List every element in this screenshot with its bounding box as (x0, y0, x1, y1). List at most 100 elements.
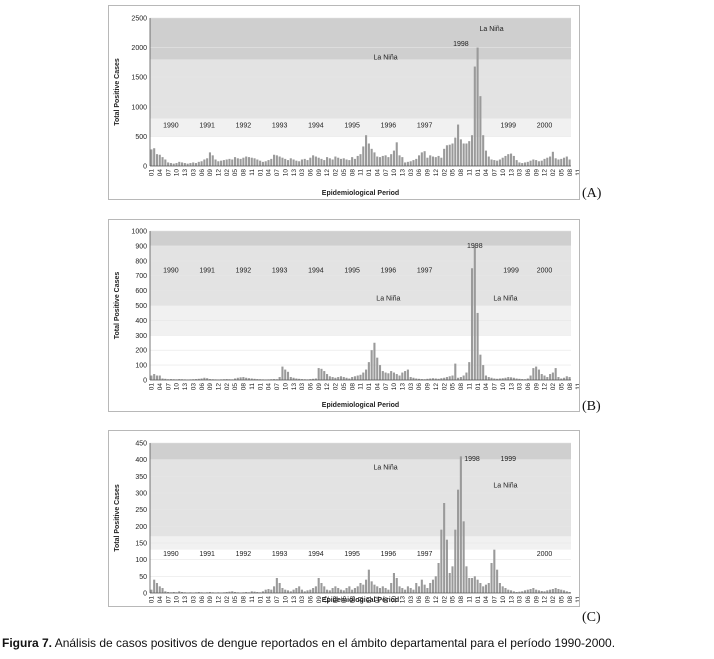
x-tick-label: 13 (182, 383, 189, 391)
bar (540, 374, 543, 380)
x-tick-label: 05 (450, 169, 457, 177)
bar (484, 150, 488, 166)
bar (292, 159, 295, 166)
x-tick-label: 13 (291, 383, 298, 391)
bar (529, 589, 532, 593)
bar (562, 377, 566, 380)
bar (339, 376, 343, 380)
x-tick-label: 01 (366, 596, 373, 604)
bar (568, 592, 571, 593)
x-tick-label: 10 (174, 596, 181, 604)
bar (454, 529, 457, 593)
bar (250, 591, 253, 593)
x-tick-label: 05 (232, 169, 239, 177)
x-axis-title: Epidemiological Period (322, 402, 399, 409)
bar (454, 363, 457, 380)
bar (256, 592, 259, 593)
year-label: 1999 (503, 268, 519, 275)
x-tick-label: 11 (358, 383, 365, 390)
bar (448, 573, 451, 593)
y-tick-label: 1500 (131, 75, 147, 82)
bar (359, 154, 362, 166)
y-tick-label: 300 (135, 333, 147, 340)
annotation-label: 1998 (467, 243, 483, 250)
annotation-label: 1998 (453, 41, 469, 48)
x-tick-label: 07 (274, 169, 281, 177)
bar (549, 156, 552, 166)
figure-caption: Figura 7. Análisis de casos positivos de… (2, 636, 714, 650)
x-tick-label: 03 (517, 169, 524, 177)
year-label: 2000 (537, 551, 553, 558)
x-tick-label: 11 (358, 169, 365, 176)
bar (526, 589, 529, 593)
bar (487, 377, 490, 380)
x-tick-label: 09 (425, 596, 432, 604)
bar (356, 155, 359, 166)
x-tick-label: 06 (199, 169, 206, 177)
bar (445, 377, 448, 380)
x-tick-label: 03 (190, 383, 197, 391)
bar (256, 159, 259, 166)
bar (247, 157, 251, 166)
bar (484, 375, 488, 380)
y-tick-label: 0 (143, 164, 147, 171)
x-tick-label: 02 (441, 169, 448, 177)
bar (314, 156, 317, 166)
year-label: 1990 (163, 123, 179, 130)
bar (459, 377, 462, 380)
x-tick-label: 02 (550, 596, 557, 604)
bar (317, 157, 320, 166)
bar (186, 163, 189, 166)
bar (286, 371, 290, 380)
bar (253, 378, 256, 380)
year-label: 1995 (344, 123, 360, 130)
bar (362, 146, 365, 166)
x-tick-label: 13 (291, 596, 298, 604)
bar (183, 163, 186, 166)
bar (378, 588, 382, 593)
bar (554, 368, 557, 380)
x-tick-label: 07 (165, 383, 172, 391)
bar (543, 375, 546, 380)
bar (404, 162, 407, 166)
bar (440, 378, 443, 380)
bar (225, 592, 228, 593)
bar (306, 160, 309, 166)
bar (325, 157, 329, 166)
x-tick-label: 05 (341, 596, 348, 604)
bar (496, 160, 499, 166)
bar (501, 378, 504, 380)
bar (543, 591, 546, 593)
bar (465, 566, 468, 593)
x-tick-label: 01 (257, 596, 264, 604)
bar (281, 157, 284, 166)
bar (498, 583, 501, 593)
bar (457, 124, 460, 166)
bar (345, 588, 348, 593)
bar (521, 591, 524, 593)
bar (451, 143, 454, 166)
y-tick-label: 0 (143, 591, 147, 598)
y-tick-label: 300 (135, 491, 147, 498)
bar (434, 576, 437, 593)
caption-label: Figura 7. (2, 636, 53, 650)
bar (200, 161, 203, 166)
bar (378, 365, 382, 380)
bar (415, 158, 418, 166)
bar (228, 591, 231, 593)
x-tick-label: 12 (542, 169, 549, 177)
bar (406, 586, 409, 593)
bar (217, 161, 220, 166)
x-tick-label: 01 (366, 383, 373, 391)
bar (289, 158, 292, 166)
bar (242, 157, 245, 166)
x-tick-label: 08 (458, 383, 465, 391)
x-tick-label: 07 (165, 596, 172, 604)
bar (537, 369, 540, 380)
x-tick-label: 03 (299, 383, 306, 391)
x-tick-label: 02 (333, 383, 340, 391)
bar (225, 379, 228, 380)
bar (359, 374, 362, 380)
x-tick-label: 06 (416, 596, 423, 604)
bar (395, 578, 398, 593)
